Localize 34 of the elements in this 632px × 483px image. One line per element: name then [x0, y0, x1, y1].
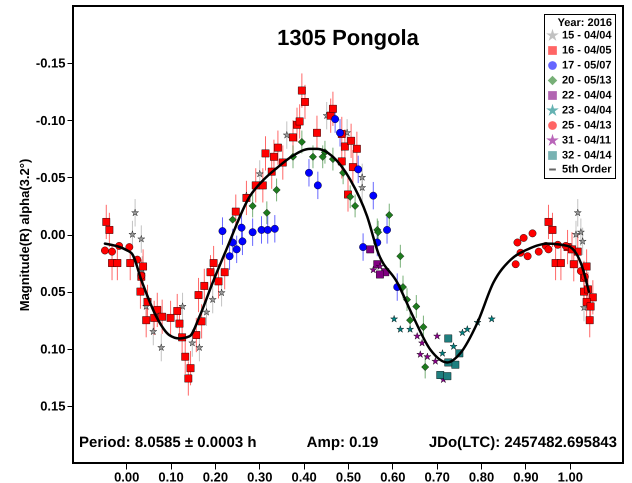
x-tick-label: 0.70	[424, 470, 450, 483]
x-tick-label: 0.10	[158, 470, 184, 483]
legend-label: 5th Order	[562, 164, 612, 176]
text: 1305 Pongola	[277, 25, 420, 50]
legend-title: Year: 2016	[558, 17, 612, 29]
annotation: JDo(LTC): 2457482.695843	[428, 434, 617, 451]
y-axis-title: Magnitude(R) alpha(3.2°)	[16, 158, 32, 312]
y-tick-label: 0.10	[40, 341, 66, 356]
y-tick-label: 0.05	[40, 284, 66, 300]
legend-label: 31 - 04/11	[562, 134, 611, 146]
annotation: Period: 8.0585 ± 0.0003 h	[79, 434, 256, 451]
y-tick-label: -0.05	[36, 170, 66, 185]
x-tick-label: 0.20	[202, 470, 228, 483]
legend-label: 20 - 05/13	[562, 74, 612, 86]
x-tick-label: 0.40	[291, 470, 317, 483]
legend-label: 23 - 04/04	[562, 104, 612, 116]
x-tick-label: 0.00	[114, 470, 140, 483]
x-tick-label: 0.30	[247, 470, 272, 483]
x-tick-label: 1.00	[558, 470, 583, 483]
y-tick-label: 0.00	[40, 227, 66, 242]
x-tick-label: 0.90	[513, 470, 539, 483]
legend-label: 25 - 04/13	[562, 120, 612, 132]
y-tick-label: -0.15	[36, 56, 66, 71]
y-tick-label: 0.15	[40, 398, 66, 414]
legend-label: 32 - 04/14	[562, 150, 612, 162]
y-tick-label: -0.10	[36, 112, 66, 128]
x-tick-label: 0.50	[336, 470, 362, 483]
annotation: Amp: 0.19	[306, 434, 378, 451]
x-tick-label: 0.80	[468, 470, 494, 483]
legend-label: 17 - 05/07	[562, 60, 612, 72]
x-tick-label: 0.60	[380, 470, 406, 483]
legend-label: 16 - 04/05	[562, 44, 612, 56]
legend-label: 22 - 04/04	[562, 90, 612, 102]
legend-label: 15 - 04/04	[562, 30, 612, 42]
